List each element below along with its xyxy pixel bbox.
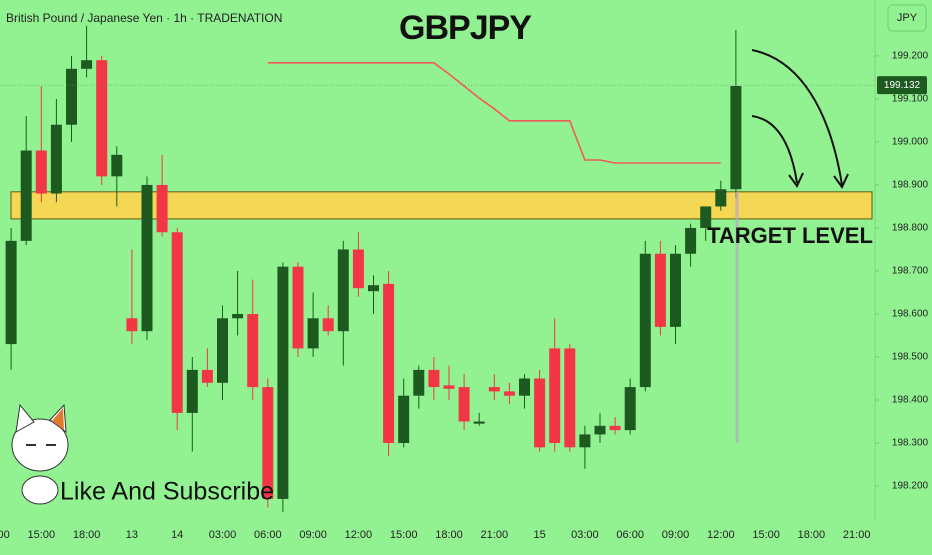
candle-body: [20, 150, 32, 241]
candle-body: [730, 86, 742, 190]
x-tick-label: 15:00: [752, 529, 780, 541]
x-tick-label: 12:00: [0, 529, 10, 541]
x-tick-label: 15:00: [390, 529, 418, 541]
candle-body: [217, 318, 228, 383]
candle-body: [141, 184, 153, 332]
candle-body: [579, 434, 591, 448]
x-tick-label: 15:00: [28, 529, 56, 541]
candle-body: [35, 150, 47, 194]
candle-body: [322, 318, 334, 332]
candle-body: [262, 387, 274, 499]
x-tick-label: 18:00: [73, 529, 101, 541]
y-tick-label: 198.600: [892, 309, 929, 320]
candle-body: [473, 421, 485, 424]
candle-body: [201, 369, 213, 383]
candle-body: [171, 232, 183, 413]
candle-body: [307, 318, 319, 349]
x-tick-label: 09:00: [299, 529, 327, 541]
y-tick-label: 198.800: [892, 223, 929, 234]
x-tick-label: 03:00: [571, 529, 599, 541]
annotation: Like And Subscribe: [60, 478, 274, 506]
annotation: TARGET LEVEL: [707, 223, 873, 248]
candle-body: [5, 240, 17, 345]
candle-body: [639, 253, 651, 388]
x-tick-label: 14: [171, 529, 183, 541]
candle-body: [383, 283, 395, 444]
y-tick-label: 198.200: [892, 481, 929, 492]
candle-body: [519, 378, 530, 396]
candle-body: [609, 425, 621, 431]
y-tick-label: 199.100: [892, 94, 929, 105]
arrow-head: [788, 172, 804, 188]
candle-body: [564, 348, 576, 448]
candle-body: [413, 369, 425, 396]
candle-body: [398, 395, 410, 444]
chart-title: GBPJPY: [399, 9, 532, 47]
candle-body: [715, 189, 727, 207]
candle-body: [96, 60, 108, 177]
candle-body: [232, 313, 244, 319]
candle-body: [670, 253, 681, 327]
x-tick-label: 13: [126, 529, 138, 541]
candle-body: [534, 378, 546, 448]
candle-body: [126, 318, 138, 332]
candle-body: [503, 391, 515, 396]
y-tick-label: 198.300: [892, 438, 929, 449]
candle-body: [247, 313, 259, 388]
candle-body: [292, 266, 304, 349]
y-tick-label: 199.000: [892, 137, 929, 148]
x-tick-label: 21:00: [843, 529, 871, 541]
candle-body: [277, 266, 289, 499]
last-price-label: 199.132: [884, 80, 921, 91]
candle-body: [81, 60, 93, 69]
x-tick-label: 12:00: [707, 529, 735, 541]
x-tick-label: 03:00: [209, 529, 237, 541]
last-price-tag: [877, 76, 927, 95]
arrow-head: [833, 173, 849, 189]
x-tick-label: 12:00: [345, 529, 373, 541]
candle-body: [443, 385, 455, 389]
y-tick-label: 198.500: [892, 352, 929, 363]
chart-subtitle: British Pound / Japanese Yen · 1h · TRAD…: [6, 11, 282, 25]
candle-body: [624, 387, 636, 431]
candle-body: [156, 184, 168, 233]
candle-body: [685, 227, 697, 254]
arrow: [751, 49, 843, 186]
mascot: [11, 403, 69, 505]
x-tick-label: 06:00: [616, 529, 644, 541]
currency-box[interactable]: [887, 4, 927, 32]
candle-body: [428, 369, 440, 388]
candle-body: [700, 206, 712, 228]
y-tick-label: 198.700: [892, 266, 929, 277]
candle-body: [654, 253, 666, 327]
candle-body: [594, 425, 606, 435]
y-tick-label: 198.900: [892, 180, 929, 191]
y-tick-label: 199.200: [892, 51, 929, 62]
candle-body: [337, 249, 349, 332]
x-tick-label: 21:00: [481, 529, 509, 541]
candle-body: [488, 387, 500, 392]
candle-body: [66, 68, 77, 125]
arrow: [751, 115, 798, 184]
currency-label[interactable]: JPY: [897, 12, 918, 24]
x-tick-label: 09:00: [662, 529, 690, 541]
indicator-line: [267, 61, 721, 164]
y-tick-label: 198.400: [892, 395, 929, 406]
candle-body: [368, 285, 379, 292]
candle-body: [352, 249, 364, 289]
target-zone: [10, 191, 873, 220]
candle-body: [50, 124, 62, 194]
candle-body: [549, 348, 561, 444]
x-tick-label: 06:00: [254, 529, 282, 541]
candle-body: [458, 387, 470, 422]
candle-body: [111, 154, 123, 177]
x-tick-label: 15: [533, 529, 545, 541]
x-tick-label: 18:00: [798, 529, 826, 541]
x-tick-label: 18:00: [435, 529, 463, 541]
candle-body: [186, 369, 198, 413]
